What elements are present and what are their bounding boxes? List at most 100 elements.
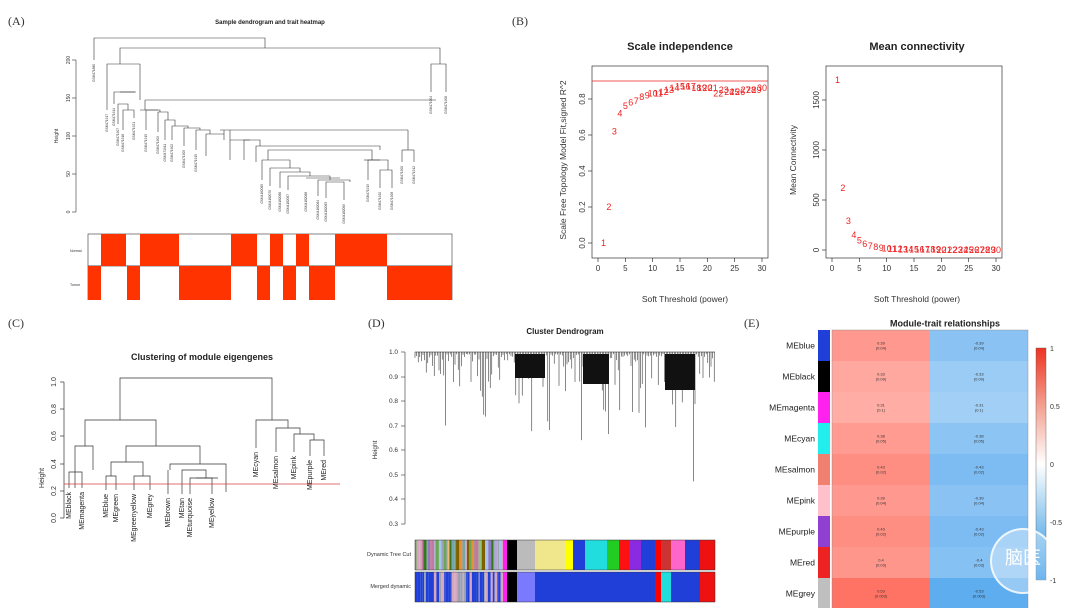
trait-cell-tumor	[88, 266, 101, 300]
track-label-merged: Merged dynamic	[370, 584, 411, 590]
legend-tick: -0.5	[1050, 520, 1062, 527]
merged-color-cell	[497, 572, 499, 602]
merged-color-cell	[428, 572, 431, 602]
merged-color-cell	[655, 572, 661, 602]
module-color-cell	[641, 540, 655, 570]
scale-independence-ylabel: Scale Free Topology Model Fit,signed R^2	[558, 80, 568, 240]
power-point: 1	[601, 238, 606, 248]
power-point: 22	[713, 89, 723, 99]
power-point: 8	[873, 242, 878, 252]
x-tick-label: 25	[730, 264, 739, 273]
panel-d-ylabel: Height	[372, 440, 379, 459]
module-color-cell	[434, 540, 436, 570]
sample-label: GSM471900	[400, 166, 404, 184]
module-color-swatch	[818, 485, 830, 516]
trait-label-normal: Normal	[70, 249, 82, 253]
power-point: 28	[746, 85, 756, 95]
panel-d-title: Cluster Dendrogram	[526, 327, 603, 336]
module-leaf-label: MEgreen	[113, 494, 120, 523]
correlation-cell	[832, 454, 930, 485]
panel-a-y-axis	[72, 59, 77, 213]
module-color-cell	[484, 540, 489, 570]
module-leaf-label: MEred	[321, 460, 328, 481]
merged-color-cell	[490, 572, 493, 602]
correlation-value: 0.38	[877, 434, 886, 439]
correlation-value: -0.33	[974, 372, 984, 377]
module-color-swatch	[818, 392, 830, 423]
panel-a-ytick: 0	[66, 210, 72, 213]
x-tick-label: 5	[857, 264, 862, 273]
trait-cell-tumor	[309, 266, 335, 300]
power-point: 21	[942, 245, 952, 255]
sample-label: GSM471907	[116, 128, 120, 146]
merged-color-cell	[474, 572, 477, 602]
correlation-value: (0.04)	[974, 501, 985, 506]
correlation-value: -0.53	[974, 589, 984, 594]
trait-cell-tumor	[179, 266, 231, 300]
correlation-value: -0.43	[974, 527, 984, 532]
module-color-cell	[488, 540, 492, 570]
panel-label-c: (C)	[8, 316, 24, 330]
power-point: 20	[936, 245, 946, 255]
panel-label-a: (A)	[8, 14, 25, 28]
scale-independence-chart: Scale independence 0 5 10 15 20 25 300.00.20.4…	[558, 41, 769, 304]
correlation-cell	[832, 547, 930, 578]
merged-color-cell	[479, 572, 483, 602]
x-tick-label: 15	[910, 264, 919, 273]
eigengene-dendrogram	[68, 377, 325, 494]
correlation-cell	[930, 330, 1028, 361]
module-row-label: MEpurple	[779, 527, 816, 537]
correlation-value: (0.05)	[876, 439, 887, 444]
power-point: 29	[986, 245, 996, 255]
correlation-cell	[832, 330, 930, 361]
module-color-cell	[430, 540, 432, 570]
module-leaf-label: MEpurple	[307, 460, 314, 490]
merged-color-cell	[422, 572, 425, 602]
sample-label: GSM4182065	[260, 184, 264, 204]
merged-color-cell	[487, 572, 491, 602]
x-tick-label: 0	[830, 264, 835, 273]
power-point: 30	[757, 83, 767, 93]
panel-a-ylabel: Height	[54, 128, 60, 143]
panel-c-ytick: 0.0	[51, 513, 58, 523]
panel-c-ytick: 0.2	[51, 486, 58, 496]
module-color-cell	[465, 540, 467, 570]
power-point: 4	[617, 108, 622, 118]
module-color-swatch	[818, 361, 830, 392]
module-color-cell	[446, 540, 449, 570]
power-point: 19	[931, 245, 941, 255]
panel-e-title: Module-trait relationships	[890, 319, 1000, 329]
module-leaf-label: MEgreenyellow	[131, 493, 138, 542]
power-point: 17	[686, 81, 696, 91]
legend-tick: -1	[1050, 578, 1056, 585]
correlation-value: 0.4	[878, 558, 884, 563]
trait-cell-tumor	[127, 266, 140, 300]
panel-d-ytick: 0.9	[389, 374, 398, 381]
merged-color-cell	[503, 572, 507, 602]
panel-c-ytick: 1.0	[51, 377, 58, 387]
x-tick-label: 0	[596, 264, 601, 273]
merged-color-cell	[450, 572, 452, 602]
merged-color-cell	[507, 572, 517, 602]
panel-d-ytick: 0.6	[389, 447, 398, 454]
module-leaf-label: MEcyan	[253, 452, 260, 477]
y-tick-label: 1000	[812, 141, 821, 159]
module-leaf-label: MEblue	[103, 494, 110, 518]
module-color-cell	[419, 540, 422, 570]
correlation-value: (0.1)	[877, 408, 886, 413]
soft-threshold-panel: Scale independence 0 5 10 15 20 25 300.00.20.4…	[558, 41, 1003, 304]
panel-label-d: (D)	[368, 316, 385, 330]
module-color-cell	[449, 540, 452, 570]
cluster-dendrogram-panel: Cluster Dendrogram 0.3 0.4 0.5 0.6 0.7 0…	[367, 327, 716, 603]
power-point: 6	[862, 239, 867, 249]
sample-label: GSM4182064	[316, 200, 320, 220]
module-color-cell	[435, 540, 439, 570]
sample-dendrogram	[93, 37, 447, 200]
module-color-cell	[501, 540, 504, 570]
y-tick-label: 0.2	[578, 201, 587, 213]
sample-label: GSM471905	[182, 150, 186, 168]
module-color-cell	[469, 540, 472, 570]
sample-label: GSM471917	[105, 114, 109, 132]
module-color-cell	[565, 540, 573, 570]
